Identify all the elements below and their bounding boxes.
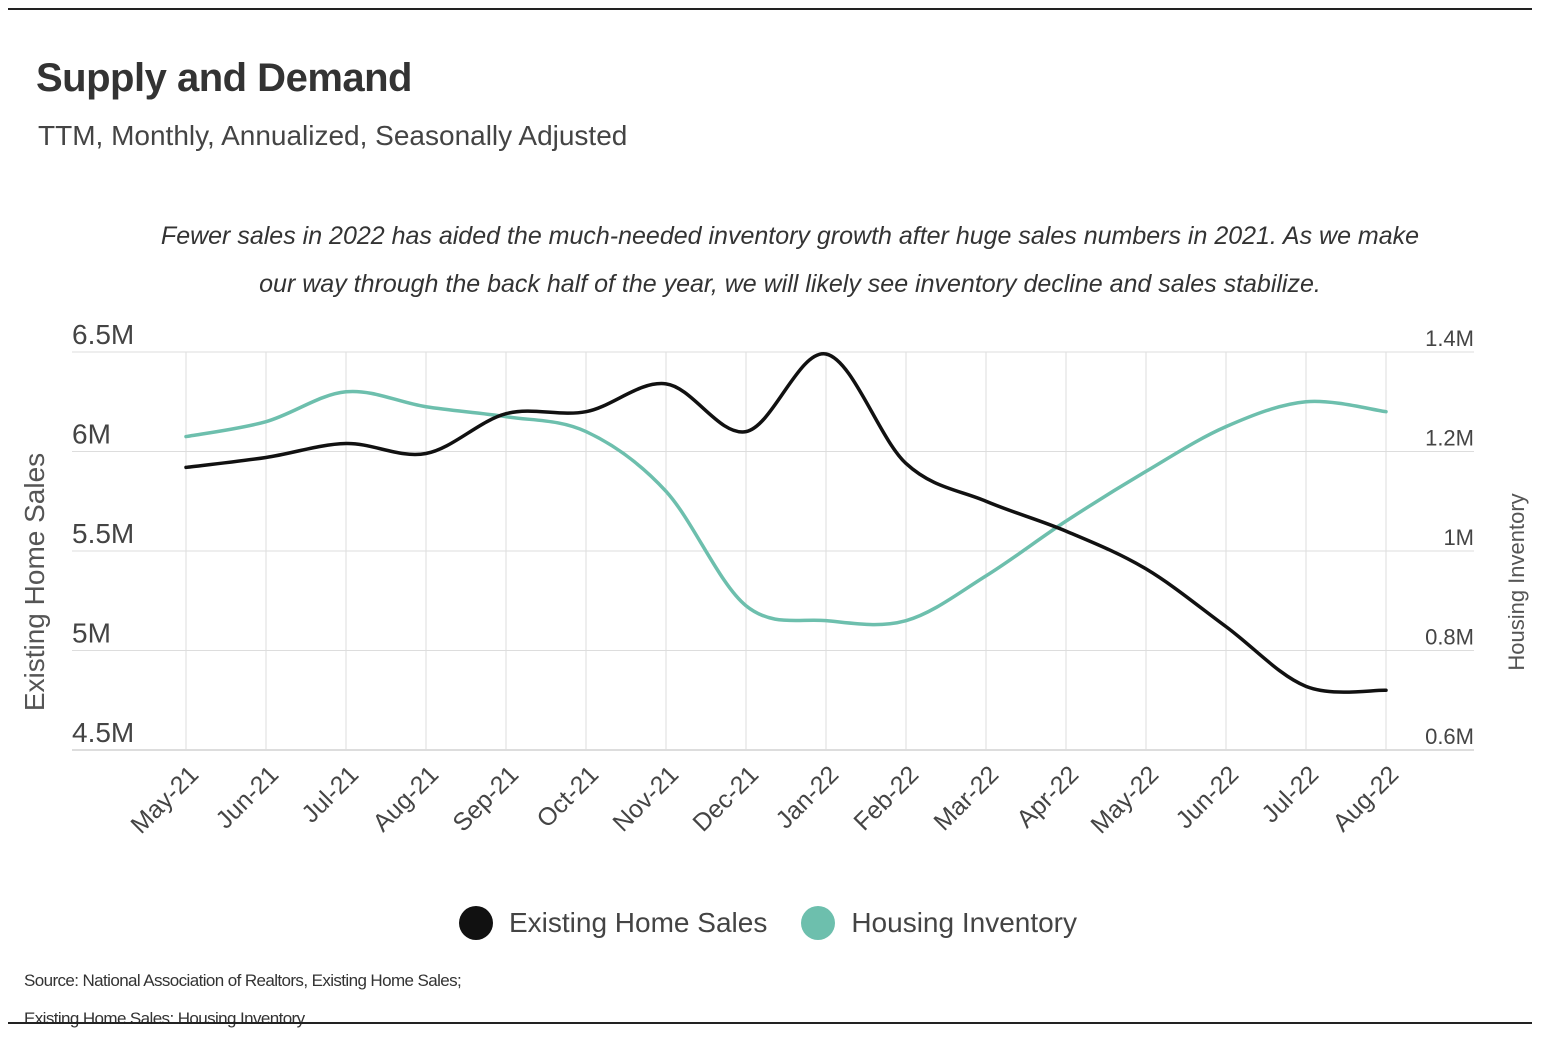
chart-subtitle: TTM, Monthly, Annualized, Seasonally Adj… xyxy=(38,120,628,151)
x-tick-label: Feb-22 xyxy=(848,760,924,836)
y-tick-right-label: 1.4M xyxy=(1425,326,1474,351)
legend-item-sales: Existing Home Sales xyxy=(458,906,768,940)
x-tick-label: Aug-22 xyxy=(1327,760,1404,837)
series-line-existing-home-sales xyxy=(184,352,1388,694)
y-tick-left-label: 4.5M xyxy=(72,717,134,748)
x-tick-label: May-21 xyxy=(125,760,204,839)
line-chart: 4.5M 5M 5.5M 6M 6.5M 0.6M 0.8M 1M 1.2M 1.4M May-21… xyxy=(19,319,1529,839)
y-axis-left-label: Existing Home Sales xyxy=(19,453,50,711)
x-tick-label: Nov-21 xyxy=(607,760,684,837)
x-tick-label: May-22 xyxy=(1085,760,1164,839)
y-tick-right-label: 0.6M xyxy=(1425,724,1474,749)
legend-swatch-sales xyxy=(458,906,493,940)
top-rule xyxy=(8,8,1532,10)
tick-labels: 4.5M 5M 5.5M 6M 6.5M 0.6M 0.8M 1M 1.2M 1.4M May-21… xyxy=(72,319,1474,839)
source-line-2: Existing Home Sales: Housing Inventory xyxy=(24,1009,305,1028)
x-tick-label: Jun-22 xyxy=(1170,760,1244,834)
y-tick-right-label: 0.8M xyxy=(1425,625,1474,650)
y-tick-left-label: 6M xyxy=(72,419,111,450)
source-note: Source: National Association of Realtors… xyxy=(24,962,462,1038)
legend-label-inventory: Housing Inventory xyxy=(851,907,1078,938)
x-tick-label: Jun-21 xyxy=(210,760,284,834)
x-tick-label: Jan-22 xyxy=(770,760,844,834)
x-tick-label: Mar-22 xyxy=(928,760,1004,836)
source-line-1: Source: National Association of Realtors… xyxy=(24,971,462,990)
legend-swatch-inventory xyxy=(801,906,836,940)
chart-legend: Existing Home Sales Housing Inventory xyxy=(0,906,1554,940)
chart-annotation: Fewer sales in 2022 has aided the much-n… xyxy=(160,222,1420,298)
x-tick-label: Jul-21 xyxy=(296,760,364,828)
legend-label-sales: Existing Home Sales xyxy=(508,907,768,938)
y-tick-left-label: 6.5M xyxy=(72,319,134,350)
x-tick-label: Apr-22 xyxy=(1011,760,1084,833)
x-tick-label: Oct-21 xyxy=(531,760,604,833)
x-tick-label: Dec-21 xyxy=(687,760,764,837)
y-tick-left-label: 5M xyxy=(72,618,111,649)
y-axis-right-label: Housing Inventory xyxy=(1504,493,1529,670)
series-line-housing-inventory xyxy=(184,389,1388,627)
y-tick-right-label: 1.2M xyxy=(1425,426,1474,451)
y-tick-left-label: 5.5M xyxy=(72,518,134,549)
y-tick-right-label: 1M xyxy=(1443,525,1474,550)
chart-title: Supply and Demand xyxy=(36,56,413,100)
grid-layer xyxy=(72,351,1474,751)
x-tick-label: Aug-21 xyxy=(367,760,444,837)
bottom-rule xyxy=(8,1022,1532,1024)
x-tick-label: Jul-22 xyxy=(1256,760,1324,828)
legend-item-inventory: Housing Inventory xyxy=(801,906,1077,940)
x-tick-label: Sep-21 xyxy=(447,760,524,837)
series-layer xyxy=(184,352,1388,694)
